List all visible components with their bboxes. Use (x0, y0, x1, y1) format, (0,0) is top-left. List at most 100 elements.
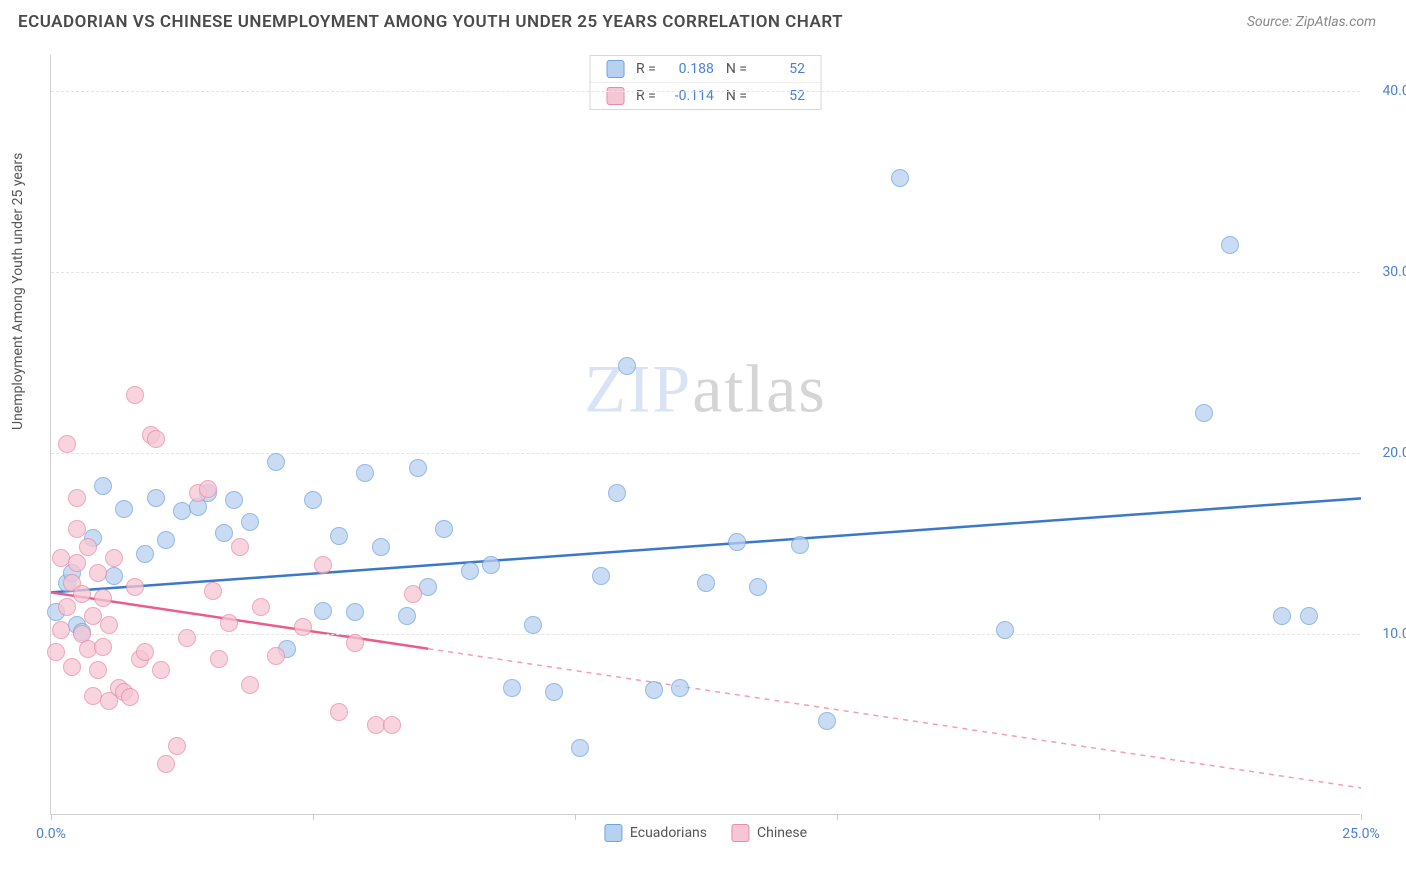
correlation-legend: R =0.188N =52R =-0.114N =52 (589, 55, 822, 110)
data-point (136, 545, 154, 563)
data-point (79, 538, 97, 556)
data-point (503, 679, 521, 697)
series-legend: Ecuadorians Chinese (604, 824, 807, 842)
data-point (121, 688, 139, 706)
data-point (314, 556, 332, 574)
data-point (409, 459, 427, 477)
data-point (372, 538, 390, 556)
data-point (749, 578, 767, 596)
data-point (152, 661, 170, 679)
data-point (697, 574, 715, 592)
data-point (346, 634, 364, 652)
x-tick-mark (1361, 814, 1362, 820)
data-point (220, 614, 238, 632)
data-point (545, 683, 563, 701)
data-point (482, 556, 500, 574)
data-point (126, 578, 144, 596)
data-point (241, 676, 259, 694)
chart-title: ECUADORIAN VS CHINESE UNEMPLOYMENT AMONG… (18, 12, 843, 32)
data-point (147, 430, 165, 448)
data-point (1300, 607, 1318, 625)
x-tick-mark (575, 814, 576, 820)
data-point (105, 549, 123, 567)
data-point (571, 739, 589, 757)
data-point (94, 477, 112, 495)
data-point (671, 679, 689, 697)
data-point (294, 618, 312, 636)
data-point (68, 520, 86, 538)
data-point (608, 484, 626, 502)
data-point (618, 357, 636, 375)
data-point (252, 598, 270, 616)
data-point (178, 629, 196, 647)
x-tick-mark (313, 814, 314, 820)
trend-lines-svg (51, 55, 1360, 814)
data-point (1195, 404, 1213, 422)
data-point (231, 538, 249, 556)
data-point (314, 602, 332, 620)
x-tick-label: 0.0% (36, 826, 66, 842)
data-point (210, 650, 228, 668)
data-point (126, 386, 144, 404)
data-point (419, 578, 437, 596)
legend-swatch (731, 824, 749, 842)
data-point (356, 464, 374, 482)
legend-swatch (606, 87, 624, 105)
data-point (818, 712, 836, 730)
data-point (225, 491, 243, 509)
watermark-left: ZIP (584, 350, 692, 426)
data-point (524, 616, 542, 634)
legend-item: Chinese (731, 824, 807, 842)
legend-swatch (604, 824, 622, 842)
data-point (100, 616, 118, 634)
data-point (1273, 607, 1291, 625)
data-point (105, 567, 123, 585)
data-point (645, 681, 663, 699)
data-point (1221, 236, 1239, 254)
grid-line (51, 634, 1360, 635)
chart-header: ECUADORIAN VS CHINESE UNEMPLOYMENT AMONG… (0, 0, 1406, 40)
data-point (891, 169, 909, 187)
data-point (267, 453, 285, 471)
x-tick-label: 25.0% (1342, 826, 1380, 842)
legend-swatch (606, 60, 624, 78)
data-point (63, 658, 81, 676)
data-point (89, 661, 107, 679)
legend-n-value: 52 (759, 61, 805, 77)
data-point (267, 647, 285, 665)
y-tick-label: 30.0% (1382, 264, 1406, 280)
data-point (94, 589, 112, 607)
data-point (791, 536, 809, 554)
data-point (147, 489, 165, 507)
data-point (136, 643, 154, 661)
data-point (115, 500, 133, 518)
data-point (215, 524, 233, 542)
data-point (58, 435, 76, 453)
y-tick-label: 10.0% (1382, 626, 1406, 642)
data-point (52, 621, 70, 639)
data-point (398, 607, 416, 625)
data-point (168, 737, 186, 755)
data-point (435, 520, 453, 538)
chart-source: Source: ZipAtlas.com (1247, 14, 1376, 30)
y-tick-label: 20.0% (1382, 445, 1406, 461)
data-point (47, 643, 65, 661)
x-tick-mark (1099, 814, 1100, 820)
legend-stat-row: R =0.188N =52 (590, 56, 821, 82)
y-axis-label: Unemployment Among Youth under 25 years (10, 153, 26, 430)
data-point (330, 527, 348, 545)
data-point (346, 603, 364, 621)
data-point (461, 562, 479, 580)
data-point (728, 533, 746, 551)
legend-item: Ecuadorians (604, 824, 707, 842)
data-point (89, 564, 107, 582)
data-point (996, 621, 1014, 639)
data-point (94, 638, 112, 656)
y-tick-label: 40.0% (1382, 83, 1406, 99)
data-point (199, 480, 217, 498)
chart-plot-area: ZIPatlas R =0.188N =52R =-0.114N =52 Ecu… (50, 55, 1360, 815)
data-point (58, 598, 76, 616)
data-point (304, 491, 322, 509)
x-tick-mark (837, 814, 838, 820)
x-tick-mark (51, 814, 52, 820)
